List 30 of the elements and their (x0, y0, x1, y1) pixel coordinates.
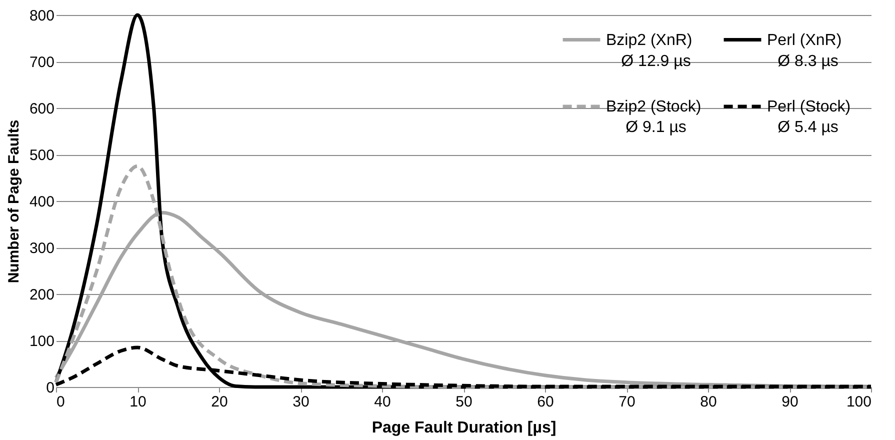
x-axis-title: Page Fault Duration [µs] (372, 420, 556, 436)
y-tick-label: 100 (29, 333, 54, 350)
annotation: Ø 9.1 µs (626, 119, 686, 136)
x-tick-label: 30 (292, 394, 310, 410)
legend-label: Bzip2 (Stock) (606, 98, 702, 116)
x-tick-label: 90 (782, 394, 798, 410)
y-tick-label: 200 (29, 286, 54, 304)
annotation: Ø 5.4 µs (778, 119, 838, 136)
y-tick-label: 300 (29, 240, 54, 257)
y-axis-title: Number of Page Faults (5, 120, 22, 284)
x-tick-label: 60 (537, 394, 554, 410)
x-tick-label: 0 (56, 394, 65, 410)
annotation: Ø 12.9 µs (621, 53, 691, 70)
legend-label: Perl (XnR) (767, 32, 842, 49)
y-tick-label: 700 (29, 54, 54, 71)
x-tick-label: 100 (846, 394, 872, 410)
x-tick-label: 40 (374, 394, 391, 410)
legend-label: Bzip2 (XnR) (606, 32, 692, 49)
x-tick-label: 20 (211, 394, 228, 410)
y-tick-label: 800 (29, 8, 54, 24)
x-tick-label: 80 (700, 394, 717, 410)
annotation: Ø 8.3 µs (778, 53, 838, 70)
legend-label: Perl (Stock) (767, 98, 851, 116)
x-tick-label: 70 (618, 394, 636, 410)
x-tick-label: 50 (456, 394, 472, 410)
x-tick-label: 10 (130, 394, 146, 410)
y-tick-label: 0 (46, 380, 54, 396)
y-tick-label: 500 (29, 147, 54, 164)
y-tick-label: 400 (29, 194, 54, 210)
y-tick-label: 600 (29, 100, 54, 118)
